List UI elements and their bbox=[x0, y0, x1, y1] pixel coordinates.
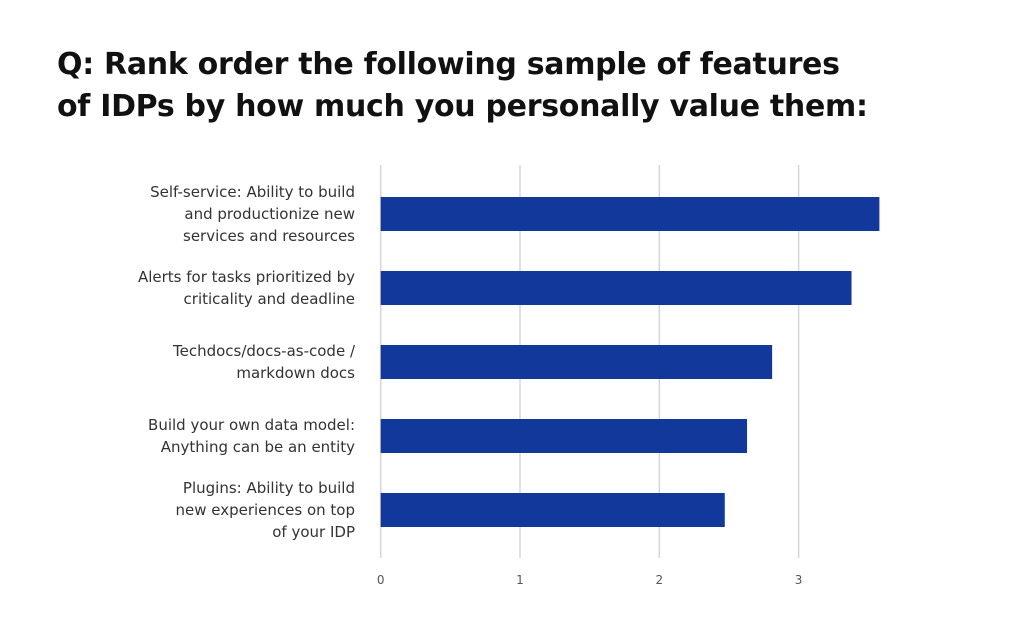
category-label-line: markdown docs bbox=[236, 364, 355, 382]
category-label-line: Plugins: Ability to build bbox=[182, 479, 355, 497]
category-label-line: new experiences on top bbox=[175, 501, 355, 519]
category-label: Self-service: Ability to build and produc… bbox=[55, 181, 355, 247]
title-line-2: of IDPs by how much you personally value… bbox=[57, 89, 868, 124]
category-label: Techdocs/docs-as-code / markdown docs bbox=[55, 340, 355, 384]
category-label: Plugins: Ability to build new experiences… bbox=[55, 477, 355, 543]
category-label-line: Build your own data model: bbox=[148, 416, 355, 434]
category-label: Build your own data model: Anything can b… bbox=[55, 414, 355, 458]
bar bbox=[380, 197, 880, 231]
x-tick-label: 3 bbox=[795, 573, 803, 587]
x-tick-label: 1 bbox=[516, 573, 524, 587]
chart-title: Q: Rank order the following sample of fe… bbox=[57, 44, 868, 128]
category-label-line: and productionize new bbox=[184, 205, 355, 223]
category-label-line: Self-service: Ability to build bbox=[150, 183, 355, 201]
x-tick-label: 0 bbox=[377, 573, 385, 587]
bar bbox=[380, 419, 748, 453]
bar bbox=[380, 493, 725, 527]
x-tick-label: 2 bbox=[655, 573, 663, 587]
category-label-line: Alerts for tasks prioritized by bbox=[137, 268, 355, 286]
category-label-line: services and resources bbox=[183, 227, 355, 245]
category-label: Alerts for tasks prioritized by criticali… bbox=[55, 266, 355, 310]
title-line-1: Q: Rank order the following sample of fe… bbox=[57, 47, 840, 82]
bar bbox=[380, 271, 852, 305]
category-label-line: of your IDP bbox=[272, 523, 355, 541]
bar bbox=[380, 345, 773, 379]
category-label-line: Techdocs/docs-as-code / bbox=[173, 342, 355, 360]
category-label-line: criticality and deadline bbox=[183, 290, 355, 308]
category-label-line: Anything can be an entity bbox=[160, 438, 355, 456]
